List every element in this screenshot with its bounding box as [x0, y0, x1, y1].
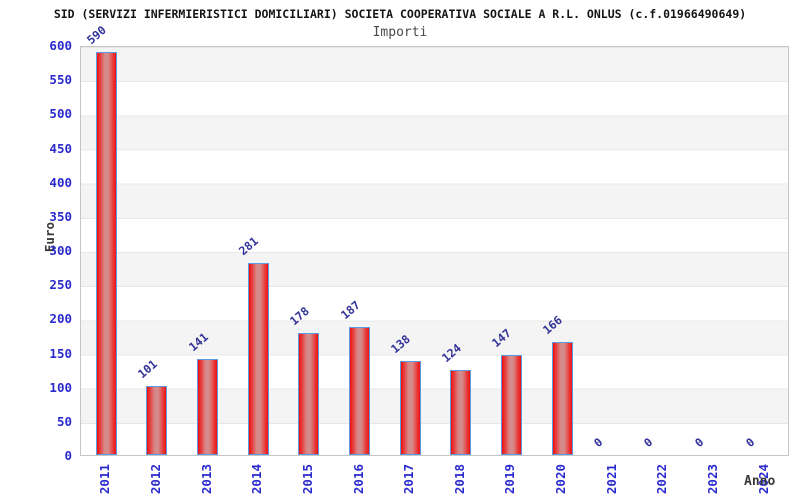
y-tick-label: 150 [49, 345, 72, 361]
y-tick-label: 300 [49, 243, 72, 258]
y-tick-label: 350 [49, 208, 72, 224]
y-tick-label: 400 [49, 174, 72, 190]
plot-area: 590 101 141 281 178 187 138 124 147 166 0 0 0 0 [80, 23, 790, 456]
y-tick-label: 250 [49, 277, 72, 293]
x-tick-label: 2020 [553, 464, 569, 495]
y-tick-label: 200 [49, 311, 72, 327]
bar [450, 370, 472, 455]
x-tick-label: 2022 [654, 464, 670, 495]
bar-slot: 0 [739, 47, 790, 455]
x-tick-label: 2013 [198, 464, 214, 495]
bar [349, 327, 371, 455]
y-tick-label: 550 [49, 72, 72, 88]
x-tick-label: 2023 [705, 464, 721, 495]
bar [146, 385, 168, 455]
bar-slot: 147 [486, 47, 537, 455]
bar [197, 358, 219, 455]
y-tick-label: 600 [49, 38, 72, 53]
x-axis-title: Anno [744, 474, 776, 489]
bar-slot: 101 [132, 47, 183, 455]
value-label: 138 [388, 331, 414, 356]
value-label: 0 [692, 434, 707, 450]
value-label: 147 [489, 325, 515, 350]
x-tick-label: 2016 [350, 464, 366, 495]
y-tick-label: 50 [56, 413, 72, 429]
bar-slot: 281 [233, 47, 284, 455]
value-label: 178 [286, 304, 312, 329]
bar [500, 354, 522, 455]
x-tick-label: 2012 [147, 464, 163, 495]
chart-subtitle: Importi [372, 25, 428, 40]
bar-slot: 0 [587, 47, 638, 455]
y-tick-label: 0 [64, 448, 72, 463]
bar-slot: 166 [537, 47, 588, 455]
bar-slot: 178 [284, 47, 335, 455]
y-tick-label: 500 [49, 106, 72, 122]
value-label: 101 [134, 356, 160, 381]
bar-slot: 590 [81, 23, 132, 455]
bar-slot: 141 [182, 47, 233, 455]
bar [247, 262, 269, 455]
y-tick-label: 450 [49, 140, 72, 156]
x-tick-label: 2014 [249, 464, 265, 495]
value-label: 124 [438, 341, 464, 366]
x-tick-label: 2011 [97, 464, 113, 495]
value-label: 0 [590, 434, 606, 450]
chart-title: SID (SERVIZI INFERMIERISTICI DOMICILIARI… [53, 7, 747, 21]
value-label: 281 [236, 233, 262, 258]
x-tick-label: 2019 [502, 464, 518, 495]
bar [551, 341, 573, 455]
bar [298, 333, 320, 455]
x-tick-label: 2015 [299, 464, 315, 495]
bar-slot: 0 [638, 47, 689, 455]
bar-slot: 187 [334, 47, 385, 455]
bar-slot: 138 [385, 47, 436, 455]
x-tick-label: 2017 [401, 464, 417, 495]
value-label: 141 [185, 329, 211, 354]
x-tick-label: 2021 [603, 464, 619, 495]
y-tick-label: 100 [49, 379, 72, 395]
bar [399, 360, 421, 455]
x-tick-label: 2018 [451, 464, 467, 495]
bar-slot: 0 [689, 47, 740, 455]
value-label: 166 [540, 312, 566, 337]
bar-slot: 124 [436, 47, 487, 455]
value-label: 0 [641, 434, 656, 450]
value-label: 187 [337, 298, 363, 323]
bar [95, 51, 117, 455]
value-label: 0 [742, 434, 757, 450]
